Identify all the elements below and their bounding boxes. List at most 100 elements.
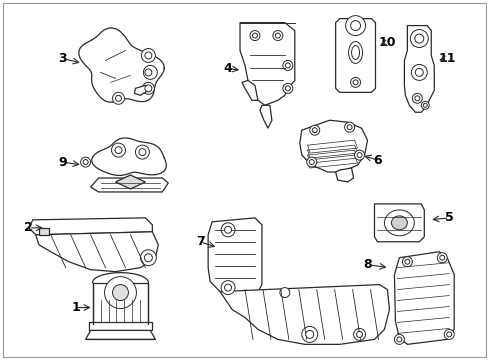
Polygon shape xyxy=(115,175,145,189)
Circle shape xyxy=(345,15,365,36)
Circle shape xyxy=(221,223,235,237)
Circle shape xyxy=(224,284,231,291)
Circle shape xyxy=(142,82,154,94)
Polygon shape xyxy=(88,323,152,330)
Circle shape xyxy=(356,153,361,158)
Polygon shape xyxy=(90,178,168,192)
Circle shape xyxy=(272,31,282,41)
Polygon shape xyxy=(242,80,258,100)
Circle shape xyxy=(350,77,360,87)
Circle shape xyxy=(409,30,427,48)
Polygon shape xyxy=(92,138,166,175)
Circle shape xyxy=(139,149,145,156)
Circle shape xyxy=(446,332,451,337)
Circle shape xyxy=(285,86,290,91)
Circle shape xyxy=(404,259,409,264)
Circle shape xyxy=(414,68,423,76)
Circle shape xyxy=(414,34,423,43)
Circle shape xyxy=(282,60,292,71)
Circle shape xyxy=(312,128,317,133)
Circle shape xyxy=(439,255,444,260)
Circle shape xyxy=(309,125,319,135)
Text: 8: 8 xyxy=(363,258,371,271)
Circle shape xyxy=(421,101,428,109)
Polygon shape xyxy=(299,120,367,172)
Text: 5: 5 xyxy=(444,211,453,224)
Circle shape xyxy=(396,337,401,342)
Polygon shape xyxy=(92,283,148,324)
Text: 10: 10 xyxy=(378,36,395,49)
Circle shape xyxy=(140,250,156,266)
Ellipse shape xyxy=(351,45,359,59)
Circle shape xyxy=(104,276,136,309)
Circle shape xyxy=(144,85,152,92)
Text: 4: 4 xyxy=(223,62,232,75)
Circle shape xyxy=(394,334,404,345)
Circle shape xyxy=(115,147,122,154)
Circle shape xyxy=(144,254,152,262)
Circle shape xyxy=(135,145,149,159)
Circle shape xyxy=(344,122,354,132)
Polygon shape xyxy=(260,105,271,128)
Text: 11: 11 xyxy=(438,52,455,65)
Circle shape xyxy=(306,157,316,167)
Circle shape xyxy=(112,92,124,104)
Polygon shape xyxy=(220,285,388,345)
Circle shape xyxy=(252,33,257,38)
Circle shape xyxy=(414,96,419,101)
Circle shape xyxy=(279,288,289,298)
Circle shape xyxy=(354,150,364,160)
Polygon shape xyxy=(29,218,152,235)
Polygon shape xyxy=(240,23,294,105)
Polygon shape xyxy=(335,19,375,92)
Polygon shape xyxy=(36,232,158,272)
Text: 3: 3 xyxy=(58,52,67,65)
Circle shape xyxy=(224,226,231,233)
Circle shape xyxy=(346,125,351,130)
Ellipse shape xyxy=(348,41,362,63)
Circle shape xyxy=(249,31,260,41)
Polygon shape xyxy=(404,26,433,112)
Text: 2: 2 xyxy=(24,221,33,234)
Circle shape xyxy=(83,159,88,165)
Circle shape xyxy=(112,285,128,301)
Circle shape xyxy=(352,80,357,85)
Circle shape xyxy=(282,84,292,93)
Circle shape xyxy=(410,64,427,80)
Circle shape xyxy=(443,329,453,339)
Polygon shape xyxy=(208,218,262,298)
Polygon shape xyxy=(85,330,155,339)
Circle shape xyxy=(423,103,427,107)
Text: 9: 9 xyxy=(58,156,67,168)
Circle shape xyxy=(402,257,411,267)
Ellipse shape xyxy=(384,210,413,236)
Polygon shape xyxy=(374,204,424,242)
Text: 6: 6 xyxy=(372,154,381,167)
Text: 1: 1 xyxy=(71,301,80,314)
Circle shape xyxy=(350,21,360,31)
Text: 7: 7 xyxy=(195,235,204,248)
Circle shape xyxy=(221,280,235,294)
Circle shape xyxy=(411,93,422,103)
Polygon shape xyxy=(335,168,353,182)
Circle shape xyxy=(144,69,152,76)
Circle shape xyxy=(143,66,157,80)
Circle shape xyxy=(111,143,125,157)
Polygon shape xyxy=(394,252,453,345)
Circle shape xyxy=(141,49,155,62)
Circle shape xyxy=(353,328,365,340)
Circle shape xyxy=(305,330,313,338)
Circle shape xyxy=(81,157,90,167)
Circle shape xyxy=(356,332,362,337)
Ellipse shape xyxy=(390,216,407,230)
Circle shape xyxy=(436,253,447,263)
Circle shape xyxy=(285,63,290,68)
Polygon shape xyxy=(39,228,49,235)
Circle shape xyxy=(308,159,314,165)
Circle shape xyxy=(115,95,121,101)
Polygon shape xyxy=(134,85,148,95)
Polygon shape xyxy=(79,28,164,102)
Circle shape xyxy=(275,33,280,38)
Circle shape xyxy=(144,52,152,59)
Circle shape xyxy=(301,327,317,342)
